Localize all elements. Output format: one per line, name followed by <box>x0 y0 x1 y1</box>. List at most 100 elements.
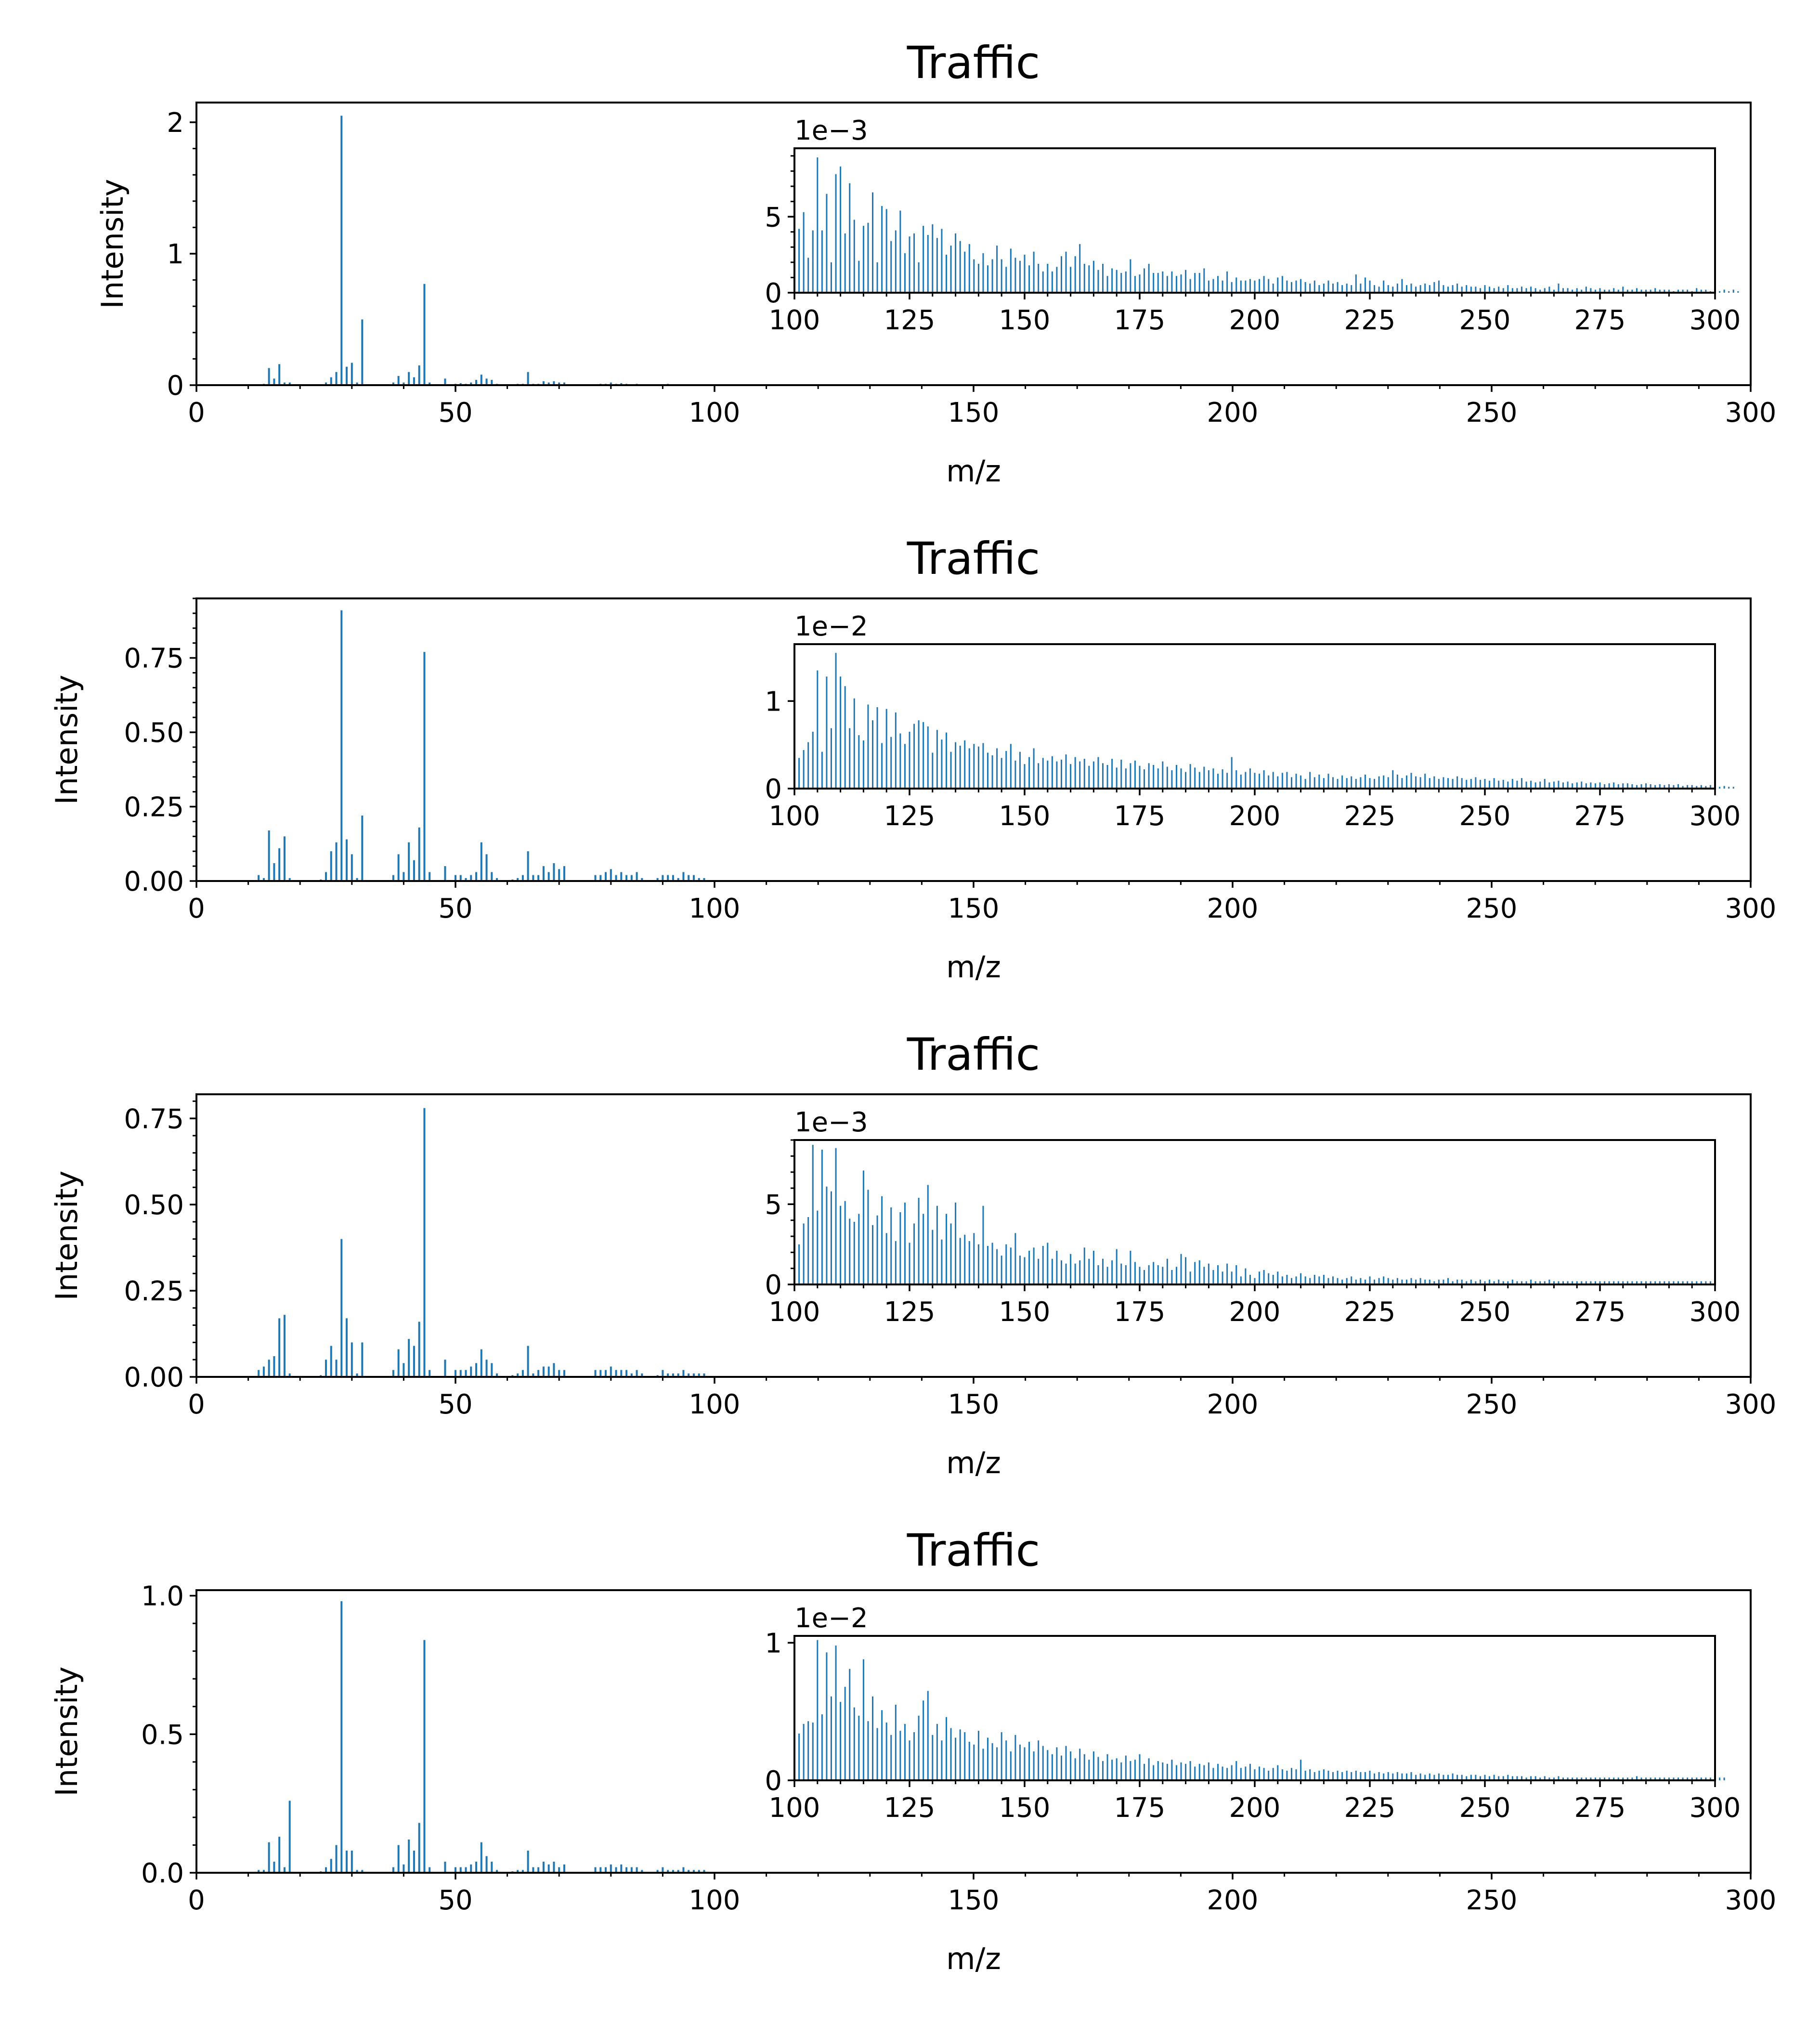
bar <box>273 378 275 385</box>
inset-bar <box>1590 782 1592 789</box>
bar <box>335 1845 338 1873</box>
inset-bar <box>798 1244 800 1284</box>
bar <box>672 1373 674 1377</box>
inset-bar <box>1479 1776 1481 1780</box>
inset-bar <box>1024 255 1026 293</box>
inset-bar <box>1410 284 1412 293</box>
inset-bar <box>895 1704 897 1780</box>
inset-bar <box>959 1729 961 1780</box>
inset-bar <box>1461 286 1463 293</box>
inset-bar <box>1447 286 1449 293</box>
inset-bar <box>1116 767 1118 789</box>
bar <box>408 1339 410 1377</box>
bar <box>521 1370 524 1377</box>
bar <box>356 382 358 385</box>
inset-x-tick-label: 150 <box>999 801 1051 832</box>
inset-bar <box>1263 276 1265 293</box>
inset-bar <box>1433 282 1435 293</box>
inset-bar <box>1585 286 1587 293</box>
inset-bar <box>1594 783 1596 789</box>
main-y-tick-label: 0.50 <box>124 1190 184 1221</box>
inset-bar <box>1567 288 1569 293</box>
bar <box>662 1867 664 1873</box>
inset-bar <box>1626 783 1628 789</box>
inset-bar <box>1608 783 1610 789</box>
inset-bar <box>936 1724 938 1780</box>
inset-bar <box>881 206 883 293</box>
bar <box>532 875 534 881</box>
main-y-tick-label: 0.75 <box>124 643 184 674</box>
inset-bar <box>1313 777 1315 789</box>
inset-bar <box>1070 1254 1072 1284</box>
inset-bar <box>881 1710 883 1780</box>
inset-bar <box>945 1214 947 1284</box>
inset-bar <box>1180 1762 1182 1780</box>
bar <box>283 1867 286 1873</box>
inset-bar <box>1005 751 1007 789</box>
inset-bar <box>1268 1273 1270 1284</box>
inset-bar <box>1645 1777 1647 1780</box>
inset-bar <box>1341 285 1343 293</box>
inset-bar <box>881 743 883 789</box>
inset-x-tick-label: 100 <box>769 1296 820 1328</box>
bar <box>636 872 638 881</box>
inset-bar <box>812 731 814 789</box>
inset-bar <box>1212 279 1214 293</box>
inset-bar <box>849 1218 851 1284</box>
inset-bar <box>1645 783 1647 789</box>
inset-bar <box>1203 268 1205 293</box>
inset-bar <box>1728 291 1730 293</box>
inset-bar <box>1254 773 1256 789</box>
inset-bar <box>1033 748 1035 789</box>
inset-bar <box>1378 1772 1380 1780</box>
bar <box>475 1861 478 1873</box>
inset-bar <box>1484 285 1486 293</box>
inset-bar <box>1139 1754 1141 1780</box>
inset-bar <box>1070 764 1072 789</box>
inset-bar <box>1254 280 1256 293</box>
main-x-tick-label: 150 <box>948 1885 1000 1916</box>
inset-bar <box>1562 1777 1564 1780</box>
inset-bar <box>1443 1775 1444 1780</box>
inset-bar <box>1659 289 1661 293</box>
inset-bar <box>1351 285 1352 293</box>
inset-bar <box>1443 285 1444 293</box>
bar <box>288 382 291 385</box>
inset-bar <box>1300 775 1302 789</box>
inset-bar <box>1516 1281 1518 1284</box>
inset-bar <box>1249 1763 1251 1780</box>
inset-bar <box>909 236 910 293</box>
inset-bar <box>1558 284 1560 293</box>
inset-bar <box>1259 279 1261 293</box>
inset-bar <box>1622 1281 1624 1284</box>
inset-bar <box>1548 782 1550 789</box>
inset-bar <box>895 1241 897 1284</box>
main-x-tick-label: 100 <box>689 1885 741 1916</box>
inset-bar <box>1401 1773 1403 1780</box>
inset-bar <box>1576 1281 1578 1284</box>
inset-bar <box>1539 1281 1541 1284</box>
inset-bar <box>996 748 998 789</box>
inset-bar <box>1687 289 1689 293</box>
inset-bar <box>1231 1765 1233 1780</box>
bar <box>444 866 446 881</box>
inset-bar <box>1313 1772 1315 1780</box>
inset-bar <box>1378 286 1380 293</box>
inset-bar <box>1534 288 1536 293</box>
inset-bar <box>1719 1777 1721 1780</box>
inset-bar <box>1281 1276 1283 1284</box>
bar <box>532 1373 534 1377</box>
bar <box>698 878 700 881</box>
inset-bar <box>1562 1281 1564 1284</box>
bar <box>491 380 493 385</box>
inset-bar <box>1617 289 1619 293</box>
inset-bar <box>1272 772 1274 789</box>
bar <box>527 1850 529 1873</box>
inset-bar <box>1419 1278 1421 1284</box>
inset-bar <box>1475 1775 1477 1780</box>
inset-bar <box>1594 1281 1596 1284</box>
inset-bar <box>1300 1273 1302 1284</box>
inset-bar <box>1001 758 1002 789</box>
inset-bar <box>1562 288 1564 293</box>
inset-bar <box>1106 765 1108 789</box>
